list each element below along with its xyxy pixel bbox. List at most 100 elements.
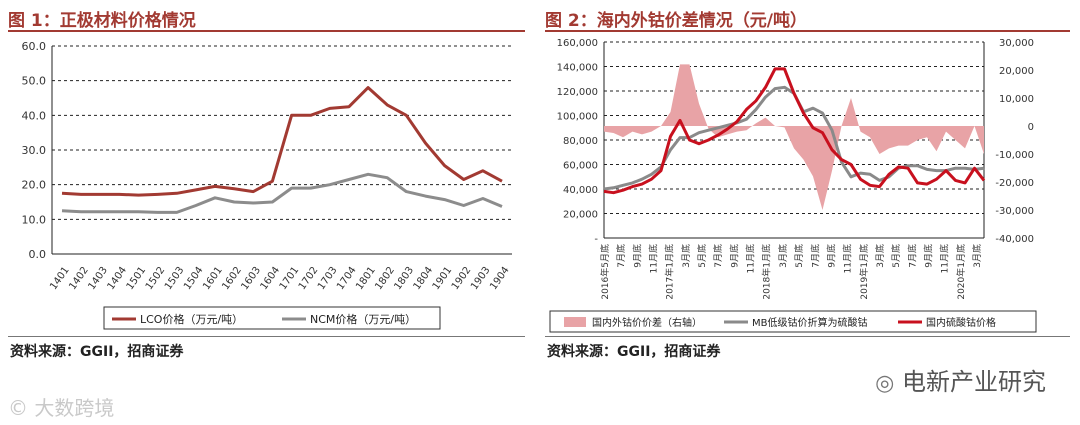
right-x-tick-label: 5月底 (793, 244, 805, 268)
left-chart: 0.010.020.030.040.050.060.01401140214031… (22, 40, 512, 330)
left-x-tick-label: 1804 (412, 265, 436, 292)
right-x-tick-label: 7月底 (712, 244, 724, 268)
right-legend-label-spread: 国内外钴价价差（右轴） (592, 316, 702, 329)
right-x-tick-label: 3月底 (777, 244, 789, 268)
right-y-right-tick-label: 20,000 (999, 66, 1034, 77)
left-x-tick-label: 1501 (125, 265, 149, 292)
left-series-line-ncm (61, 172, 503, 214)
left-x-tick-label: 1701 (278, 265, 302, 292)
left-x-tick-label: 1603 (239, 265, 263, 292)
right-x-tick-label: 11月底 (939, 244, 951, 273)
watermark-left-text: 大数跨境 (34, 396, 115, 420)
left-y-tick-label: 0.0 (29, 248, 47, 261)
right-legend-swatch-spread (564, 317, 586, 327)
right-x-tick-label: 2018年1月底 (761, 244, 773, 300)
right-x-tick-label: 9月底 (922, 244, 934, 268)
left-title-rule (8, 30, 525, 32)
right-y-left-tick-label: 120,000 (557, 87, 598, 98)
right-x-tick-label: 7月底 (809, 244, 821, 268)
left-y-tick-label: 40.0 (22, 109, 47, 122)
left-legend-box (103, 306, 441, 330)
right-x-tick-label: 9月底 (631, 244, 643, 268)
right-legend-label-domestic: 国内硫酸钴价格 (926, 316, 996, 329)
right-y-right-tick-label: -20,000 (995, 178, 1034, 189)
right-y-left-tick-label: - (594, 234, 598, 245)
right-legend-box (549, 310, 1037, 333)
right-bottom-rule (545, 336, 1070, 337)
left-x-tick-label: 1404 (106, 265, 130, 292)
left-x-tick-label: 1604 (259, 265, 283, 292)
right-x-tick-label: 9月底 (825, 244, 837, 268)
left-series-line-lco (61, 86, 503, 197)
right-chart: -20,00040,00060,00080,000100,000120,0001… (549, 38, 1037, 333)
right-x-tick-label: 3月底 (971, 244, 983, 268)
right-series-line-domestic (603, 67, 986, 195)
left-x-tick-label: 1504 (182, 265, 206, 292)
left-y-tick-label: 30.0 (22, 144, 47, 157)
right-x-tick-label: 2019年1月底 (858, 244, 870, 300)
left-y-tick-label: 60.0 (22, 40, 47, 53)
left-y-tick-label: 20.0 (22, 179, 47, 192)
right-x-tick-label: 7月底 (906, 244, 918, 268)
left-x-tick-label: 1702 (297, 265, 321, 292)
left-x-tick-label: 1903 (469, 265, 493, 292)
left-x-tick-label: 1502 (144, 265, 168, 292)
left-x-tick-label: 1601 (201, 265, 225, 292)
right-figure-title: 图 2：海内外钴价差情况（元/吨） (545, 11, 807, 31)
right-x-tick-label: 5月底 (696, 244, 708, 268)
watermark-right: ◎ 电新产业研究 (875, 362, 1046, 397)
left-x-tick-label: 1602 (220, 265, 244, 292)
right-y-right-tick-label: 30,000 (999, 38, 1034, 49)
left-bottom-rule (8, 336, 525, 337)
left-x-tick-label: 1801 (354, 265, 378, 292)
left-x-tick-label: 1403 (86, 265, 110, 292)
right-title-rule (545, 30, 1070, 32)
right-legend-label-mb: MB低级钴价折算为硫酸钴 (752, 316, 868, 329)
watermark-right-text: 电新产业研究 (902, 368, 1046, 396)
left-x-tick-label: 1704 (335, 265, 359, 292)
right-y-right-tick-label: -30,000 (995, 206, 1034, 217)
right-y-left-tick-label: 160,000 (557, 38, 598, 49)
left-x-tick-label: 1703 (316, 265, 340, 292)
right-y-right-tick-label: -10,000 (995, 150, 1034, 161)
right-x-tick-label: 11月底 (842, 244, 854, 273)
left-figure-title: 图 1：正极材料价格情况 (8, 11, 196, 31)
left-x-tick-label: 1902 (450, 265, 474, 292)
right-y-right-tick-label: 10,000 (999, 94, 1034, 105)
right-x-tick-label: 2017年1月底 (664, 244, 676, 300)
right-x-tick-label: 7月底 (615, 244, 627, 268)
left-source: 资料来源：GGII，招商证券 (10, 344, 184, 360)
right-y-left-tick-label: 40,000 (563, 185, 598, 196)
left-x-tick-label: 1503 (163, 265, 187, 292)
right-x-tick-label: 3月底 (874, 244, 886, 268)
right-x-tick-label: 11月底 (648, 244, 660, 273)
left-legend-label-lco: LCO价格（万元/吨） (140, 312, 243, 326)
right-y-right-tick-label: 0 (1028, 122, 1034, 133)
right-x-tick-label: 11月底 (745, 244, 757, 273)
right-y-left-tick-label: 20,000 (563, 210, 598, 221)
right-x-tick-label: 2020年1月底 (955, 244, 967, 300)
right-y-right-tick-label: -40,000 (995, 234, 1034, 245)
wechat-icon: ◎ (875, 371, 895, 396)
left-x-tick-label: 1803 (392, 265, 416, 292)
right-y-left-tick-label: 80,000 (563, 136, 598, 147)
left-legend-label-ncm: NCM价格（万元/吨） (310, 312, 416, 326)
watermark-logo-icon: © (8, 396, 28, 420)
left-y-tick-label: 50.0 (22, 75, 47, 88)
right-x-tick-label: 5月底 (890, 244, 902, 268)
left-y-tick-label: 10.0 (22, 213, 47, 226)
left-x-tick-label: 1901 (431, 265, 455, 292)
right-series-area-spread (604, 64, 984, 211)
left-x-tick-label: 1401 (48, 265, 72, 292)
right-y-left-tick-label: 60,000 (563, 161, 598, 172)
right-x-tick-label: 9月底 (728, 244, 740, 268)
right-y-left-tick-label: 100,000 (557, 112, 598, 123)
watermark-left: © 大数跨境 (8, 392, 114, 421)
right-x-tick-label: 3月底 (680, 244, 692, 268)
left-x-tick-label: 1402 (67, 265, 91, 292)
left-x-tick-label: 1904 (488, 265, 512, 292)
right-source: 资料来源：GGII，招商证券 (547, 344, 721, 360)
right-x-tick-label: 2016年5月底 (599, 244, 611, 300)
right-y-left-tick-label: 140,000 (557, 63, 598, 74)
left-x-tick-label: 1802 (373, 265, 397, 292)
